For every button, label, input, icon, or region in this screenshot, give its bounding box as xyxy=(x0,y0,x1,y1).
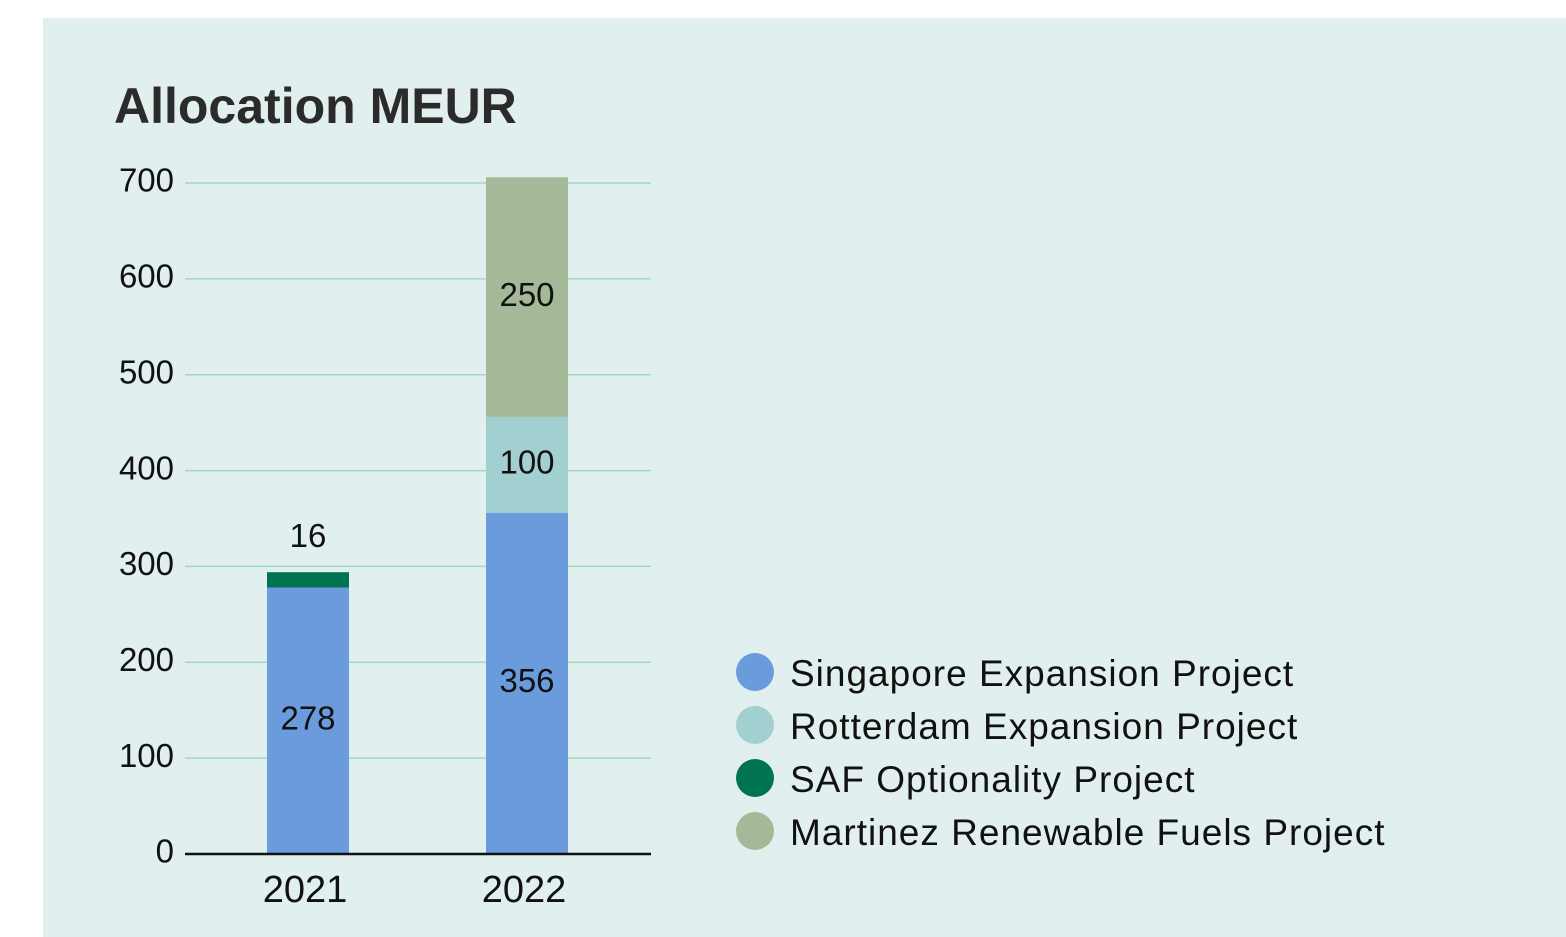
legend-marker xyxy=(736,653,774,691)
legend-marker xyxy=(736,706,774,744)
legend-label: SAF Optionality Project xyxy=(790,759,1195,800)
bar-segment xyxy=(267,572,349,588)
chart-title: Allocation MEUR xyxy=(114,78,517,134)
legend-label: Singapore Expansion Project xyxy=(790,653,1294,694)
data-label: 250 xyxy=(499,276,554,313)
y-tick-label: 500 xyxy=(119,353,174,390)
legend-marker xyxy=(736,759,774,797)
legend-marker xyxy=(736,812,774,850)
bar-segment xyxy=(486,177,568,417)
y-tick-label: 300 xyxy=(119,545,174,582)
legend-label: Rotterdam Expansion Project xyxy=(790,706,1298,747)
x-tick-label: 2022 xyxy=(482,869,567,911)
data-label: 100 xyxy=(499,444,554,481)
data-label: 16 xyxy=(290,517,327,554)
bar-segment xyxy=(267,587,349,854)
bar-segment xyxy=(486,416,568,513)
y-tick-label: 100 xyxy=(119,737,174,774)
y-tick-label: 400 xyxy=(119,449,174,486)
y-tick-label: 600 xyxy=(119,258,174,295)
legend-label: Martinez Renewable Fuels Project xyxy=(790,812,1385,853)
data-label: 278 xyxy=(280,699,335,736)
x-tick-label: 2021 xyxy=(263,869,348,911)
y-tick-label: 700 xyxy=(119,162,174,199)
bar-segment xyxy=(486,512,568,854)
y-tick-label: 0 xyxy=(156,833,174,870)
y-tick-label: 200 xyxy=(119,641,174,678)
data-label: 356 xyxy=(499,662,554,699)
